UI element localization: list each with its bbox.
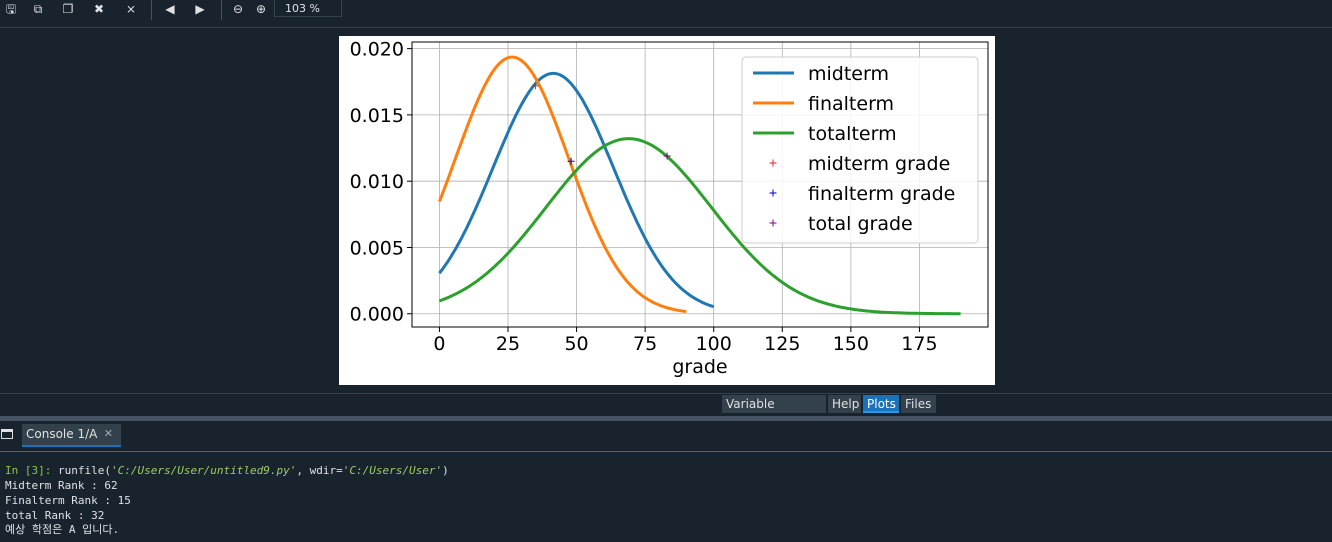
console-command-wdir: 'C:/Users/User' <box>342 464 443 477</box>
console-prompt: In [3]: <box>5 464 52 477</box>
x-tick-label: 50 <box>564 333 588 355</box>
console-output-line: Finalterm Rank : 15 <box>5 494 131 507</box>
copy-icon[interactable]: ❐ <box>62 2 74 16</box>
marker-total-grade <box>663 152 671 160</box>
legend-label: total grade <box>808 213 913 235</box>
console-output-line: Midterm Rank : 62 <box>5 479 118 492</box>
ipython-console[interactable]: In [3]: runfile('C:/Users/User/untitled9… <box>0 452 1332 542</box>
pane-tab-bar: Variable explorerHelpPlotsFiles <box>0 394 1332 429</box>
legend-swatch-total-grade <box>769 219 777 227</box>
legend-box <box>741 56 979 244</box>
marker-finalterm-grade <box>567 157 575 165</box>
tab-variable-explorer[interactable]: Variable explorer <box>722 395 826 429</box>
legend-label: midterm grade <box>808 153 950 175</box>
zoom-level-field[interactable]: 103 % <box>274 0 342 17</box>
zoom-out-icon[interactable]: ⊖ <box>232 2 244 16</box>
console-command-mid: , wdir= <box>296 464 343 477</box>
panel-separator <box>0 393 1332 394</box>
toolbar-separator <box>221 0 222 20</box>
legend-label: finalterm <box>808 93 894 115</box>
plot-frame <box>411 41 989 328</box>
x-tick-label: 0 <box>433 333 445 355</box>
series-line-finalterm <box>438 55 687 313</box>
x-tick-label: 125 <box>764 333 800 355</box>
zoom-in-icon[interactable]: ⊕ <box>255 2 267 16</box>
console-command-suffix: ) <box>442 464 449 477</box>
y-tick-label: 0.010 <box>350 171 404 193</box>
series-line-totalterm <box>438 137 961 316</box>
console-command-file: 'C:/Users/User/untitled9.py' <box>110 464 297 477</box>
x-tick-label: 175 <box>901 333 937 355</box>
tab-help[interactable]: Help <box>828 395 861 413</box>
series-line-midterm <box>438 71 715 309</box>
tab-files[interactable]: Files <box>901 395 936 413</box>
x-tick-label: 100 <box>696 333 732 355</box>
tab-plots[interactable]: Plots <box>863 395 899 413</box>
y-tick-label: 0.005 <box>350 237 404 259</box>
previous-icon[interactable]: ◀ <box>165 2 175 16</box>
console-tab-bar: Console 1/A ✕ <box>0 421 1332 452</box>
x-axis-label: grade <box>672 356 727 378</box>
next-icon[interactable]: ▶ <box>195 2 205 16</box>
console-command-prefix: runfile( <box>51 464 111 477</box>
y-tick-label: 0.000 <box>350 304 404 326</box>
console-input-line: In [3]: runfile('C:/Users/User/untitled9… <box>5 463 449 478</box>
plot-figure[interactable]: 0 25 50 75 100 125 150 175 0.000 0.005 0.010 0.015 0… <box>339 36 995 385</box>
line-chart: 0 25 50 75 100 125 150 175 0.000 0.005 0.010 0.015 0… <box>350 39 989 378</box>
console-output-line: 예상 학점은 A 입니다. <box>5 523 120 536</box>
console-output-line: total Rank : 32 <box>5 509 105 522</box>
y-tick-label: 0.020 <box>350 39 404 61</box>
window-icon[interactable] <box>1 429 13 439</box>
console-tab[interactable]: Console 1/A ✕ <box>22 424 121 447</box>
legend-label: totalterm <box>808 123 897 145</box>
legend-swatch-midterm-grade <box>769 159 777 167</box>
legend-swatch-finalterm-grade <box>769 189 777 197</box>
close-icon[interactable]: ✖ <box>93 2 105 16</box>
toolbar-separator <box>151 0 152 20</box>
legend-label: finalterm grade <box>808 183 955 205</box>
x-tick-label: 25 <box>496 333 520 355</box>
marker-midterm-grade <box>531 82 539 90</box>
save-icon[interactable]: 🖫 <box>5 2 17 16</box>
y-tick-label: 0.015 <box>350 105 404 127</box>
x-tick-label: 150 <box>833 333 869 355</box>
x-tick-label: 75 <box>633 333 657 355</box>
save-all-icon[interactable]: ⧉ <box>33 2 43 16</box>
close-all-icon[interactable]: ⨯ <box>125 2 137 16</box>
plots-toolbar: 🖫 ⧉ ❐ ✖ ⨯ ◀ ▶ ⊖ ⊕ 103 % <box>0 0 1332 28</box>
close-icon[interactable]: ✕ <box>103 427 113 440</box>
pane-splitter[interactable] <box>0 416 1332 421</box>
legend-label: midterm <box>808 63 889 85</box>
console-tab-label: Console 1/A <box>26 427 98 441</box>
